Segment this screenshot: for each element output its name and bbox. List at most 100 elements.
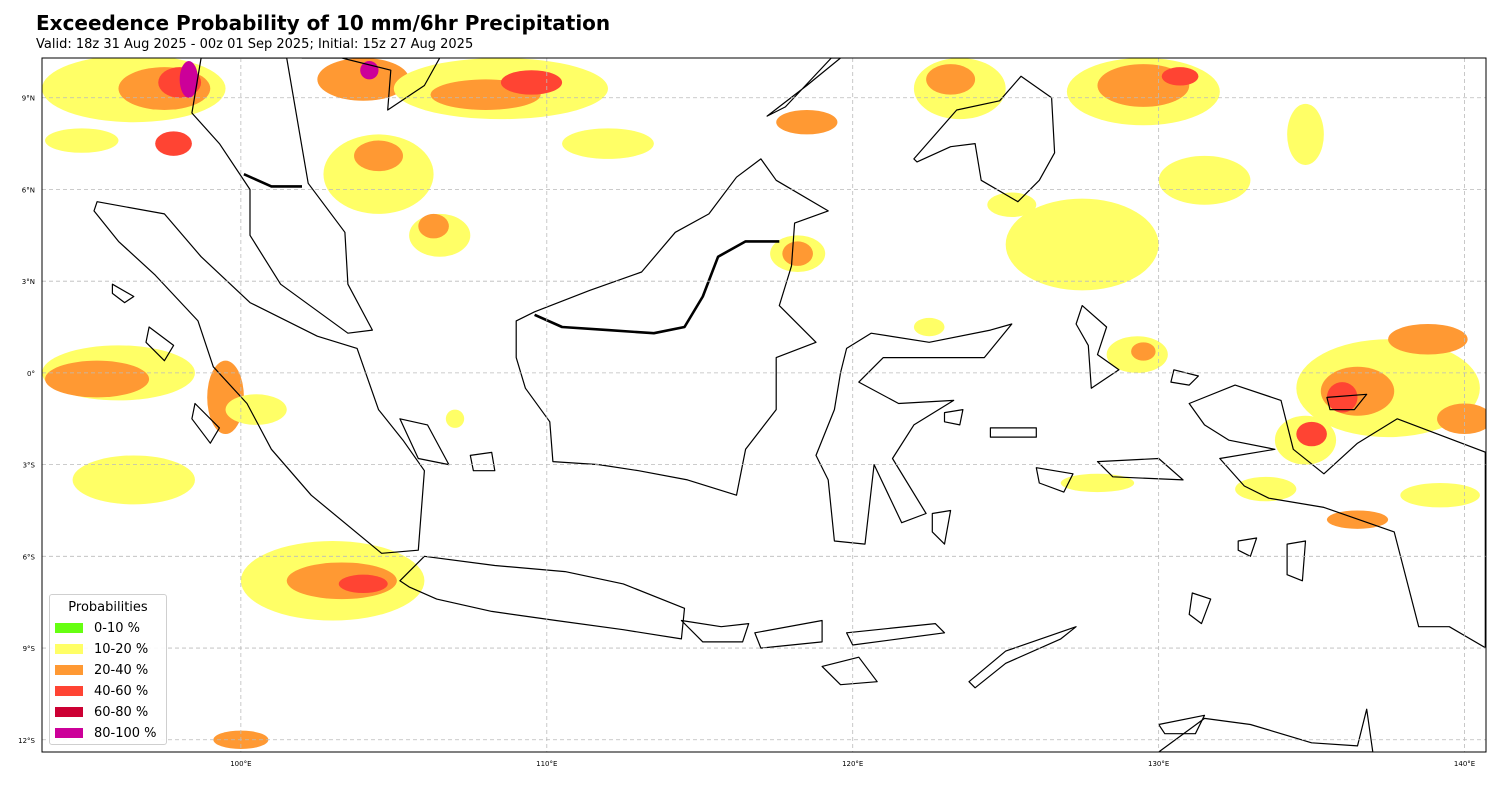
gridline-layer (42, 58, 1486, 752)
precip-region-49 (445, 409, 465, 428)
legend-item: 80-100 % (55, 723, 157, 743)
coastline-flores (845, 622, 946, 646)
precip-region-16 (776, 109, 838, 135)
lat-tick-label: 0° (27, 370, 35, 378)
legend-label: 60-80 % (94, 704, 149, 720)
legend-label: 0-10 % (94, 620, 140, 636)
lat-tick-label: 6°N (22, 186, 35, 194)
coastline-sumba (821, 656, 878, 686)
coastline-timor (968, 626, 1077, 689)
legend-label: 20-40 % (94, 662, 149, 678)
coastline-tanimbar (1188, 592, 1212, 625)
coastline-palawan (766, 58, 842, 117)
legend-item: 0-10 % (55, 618, 140, 638)
coastline-bangka (399, 418, 450, 466)
coastline-nias (145, 326, 175, 362)
coastline-bali-lombok (680, 619, 750, 643)
precip-layer (42, 58, 1486, 749)
precip-region-21 (1161, 67, 1199, 86)
legend-swatch-4 (55, 707, 83, 717)
coastline-aru (1286, 540, 1307, 582)
coastline-yapen-biak (1326, 393, 1368, 411)
precip-region-18 (926, 64, 976, 95)
precip-region-32 (1388, 323, 1468, 355)
precip-region-51 (913, 317, 945, 337)
coastline-halmahera (1075, 305, 1120, 389)
precip-region-47 (1400, 482, 1480, 508)
lat-tick-label: 3°N (22, 278, 35, 286)
coastline-sumbawa (754, 619, 823, 649)
lat-tick-label: 9°S (23, 645, 36, 653)
precip-region-5 (45, 128, 119, 153)
map-subtitle: Valid: 18z 31 Aug 2025 - 00z 01 Sep 2025… (36, 37, 474, 52)
lon-tick-label: 130°E (1148, 760, 1169, 768)
lat-tick-label: 3°S (23, 462, 36, 470)
legend-item: 40-60 % (55, 681, 148, 701)
precip-region-3 (179, 61, 199, 98)
coastline-melville (1158, 714, 1206, 735)
lat-tick-label: 6°S (23, 553, 36, 561)
precip-region-11 (323, 134, 434, 214)
precip-region-31 (1326, 382, 1358, 413)
coastline-belitung (469, 451, 496, 472)
border-layer (243, 173, 1486, 649)
coastline-borneo (515, 158, 829, 496)
map-title: Exceedence Probability of 10 mm/6hr Prec… (36, 11, 611, 35)
precip-region-14 (418, 213, 449, 239)
coastline-sulawesi (815, 323, 1013, 545)
lon-tick-label: 100°E (230, 760, 251, 768)
precip-region-38 (72, 455, 195, 505)
legend-title: Probabilities (68, 600, 148, 615)
precip-region-33 (1437, 403, 1486, 435)
legend-label: 80-100 % (94, 725, 157, 741)
lon-tick-label: 140°E (1454, 760, 1475, 768)
map-frame (41, 57, 1487, 753)
coastline-mindanao (913, 75, 1056, 203)
legend-swatch-3 (55, 686, 83, 696)
coastline-seram (1096, 457, 1184, 481)
tick-layer: 100°E 110°E 120°E 130°E 140°E 9°N 6°N 3°N 0° 3°S 6… (18, 95, 1475, 768)
legend-swatch-0 (55, 623, 83, 633)
border-borneo-border (534, 240, 780, 335)
coastline-waigeo (1170, 369, 1200, 386)
legend-item: 20-40 % (55, 660, 148, 680)
precip-region-45 (1235, 476, 1297, 502)
coastline-north-australia (1158, 708, 1374, 752)
precip-region-50 (1158, 155, 1251, 205)
coastline-muna-buton (931, 509, 952, 545)
border-malaysia-thailand-border (243, 173, 302, 188)
precip-region-22 (1287, 103, 1324, 166)
coastline-layer (93, 58, 1486, 752)
legend-swatch-1 (55, 644, 83, 654)
lat-tick-label: 12°S (18, 737, 35, 745)
lon-tick-label: 110°E (536, 760, 557, 768)
precip-region-10 (500, 70, 563, 95)
legend-swatch-5 (55, 728, 83, 738)
coastline-siberut-mentawai (191, 402, 220, 444)
coastline-indochina (301, 58, 441, 111)
precip-region-42 (338, 574, 388, 594)
precip-region-37 (45, 360, 150, 398)
lat-tick-label: 9°N (22, 95, 35, 103)
coastline-sumatra (93, 201, 425, 554)
precip-region-4 (155, 131, 192, 156)
legend-item: 60-80 % (55, 702, 148, 722)
precip-region-28 (1131, 342, 1156, 361)
precip-region-26 (782, 241, 813, 266)
lon-tick-label: 120°E (842, 760, 863, 768)
coastline-banggai (943, 409, 964, 426)
legend-swatch-2 (55, 665, 83, 675)
coastline-malay-peninsula (191, 58, 373, 334)
precip-region-44 (1060, 473, 1135, 493)
coastline-java (399, 555, 686, 640)
precip-region-12 (354, 140, 403, 172)
coastline-sula (989, 427, 1037, 438)
coastline-new-guinea (1188, 384, 1486, 649)
coastline-simeulue (111, 283, 135, 304)
precip-region-35 (1296, 421, 1327, 447)
precip-region-23 (1005, 198, 1159, 291)
coastline-tabar-kai (1237, 537, 1258, 557)
legend-label: 10-20 % (94, 641, 149, 657)
legend-item: 10-20 % (55, 639, 148, 659)
